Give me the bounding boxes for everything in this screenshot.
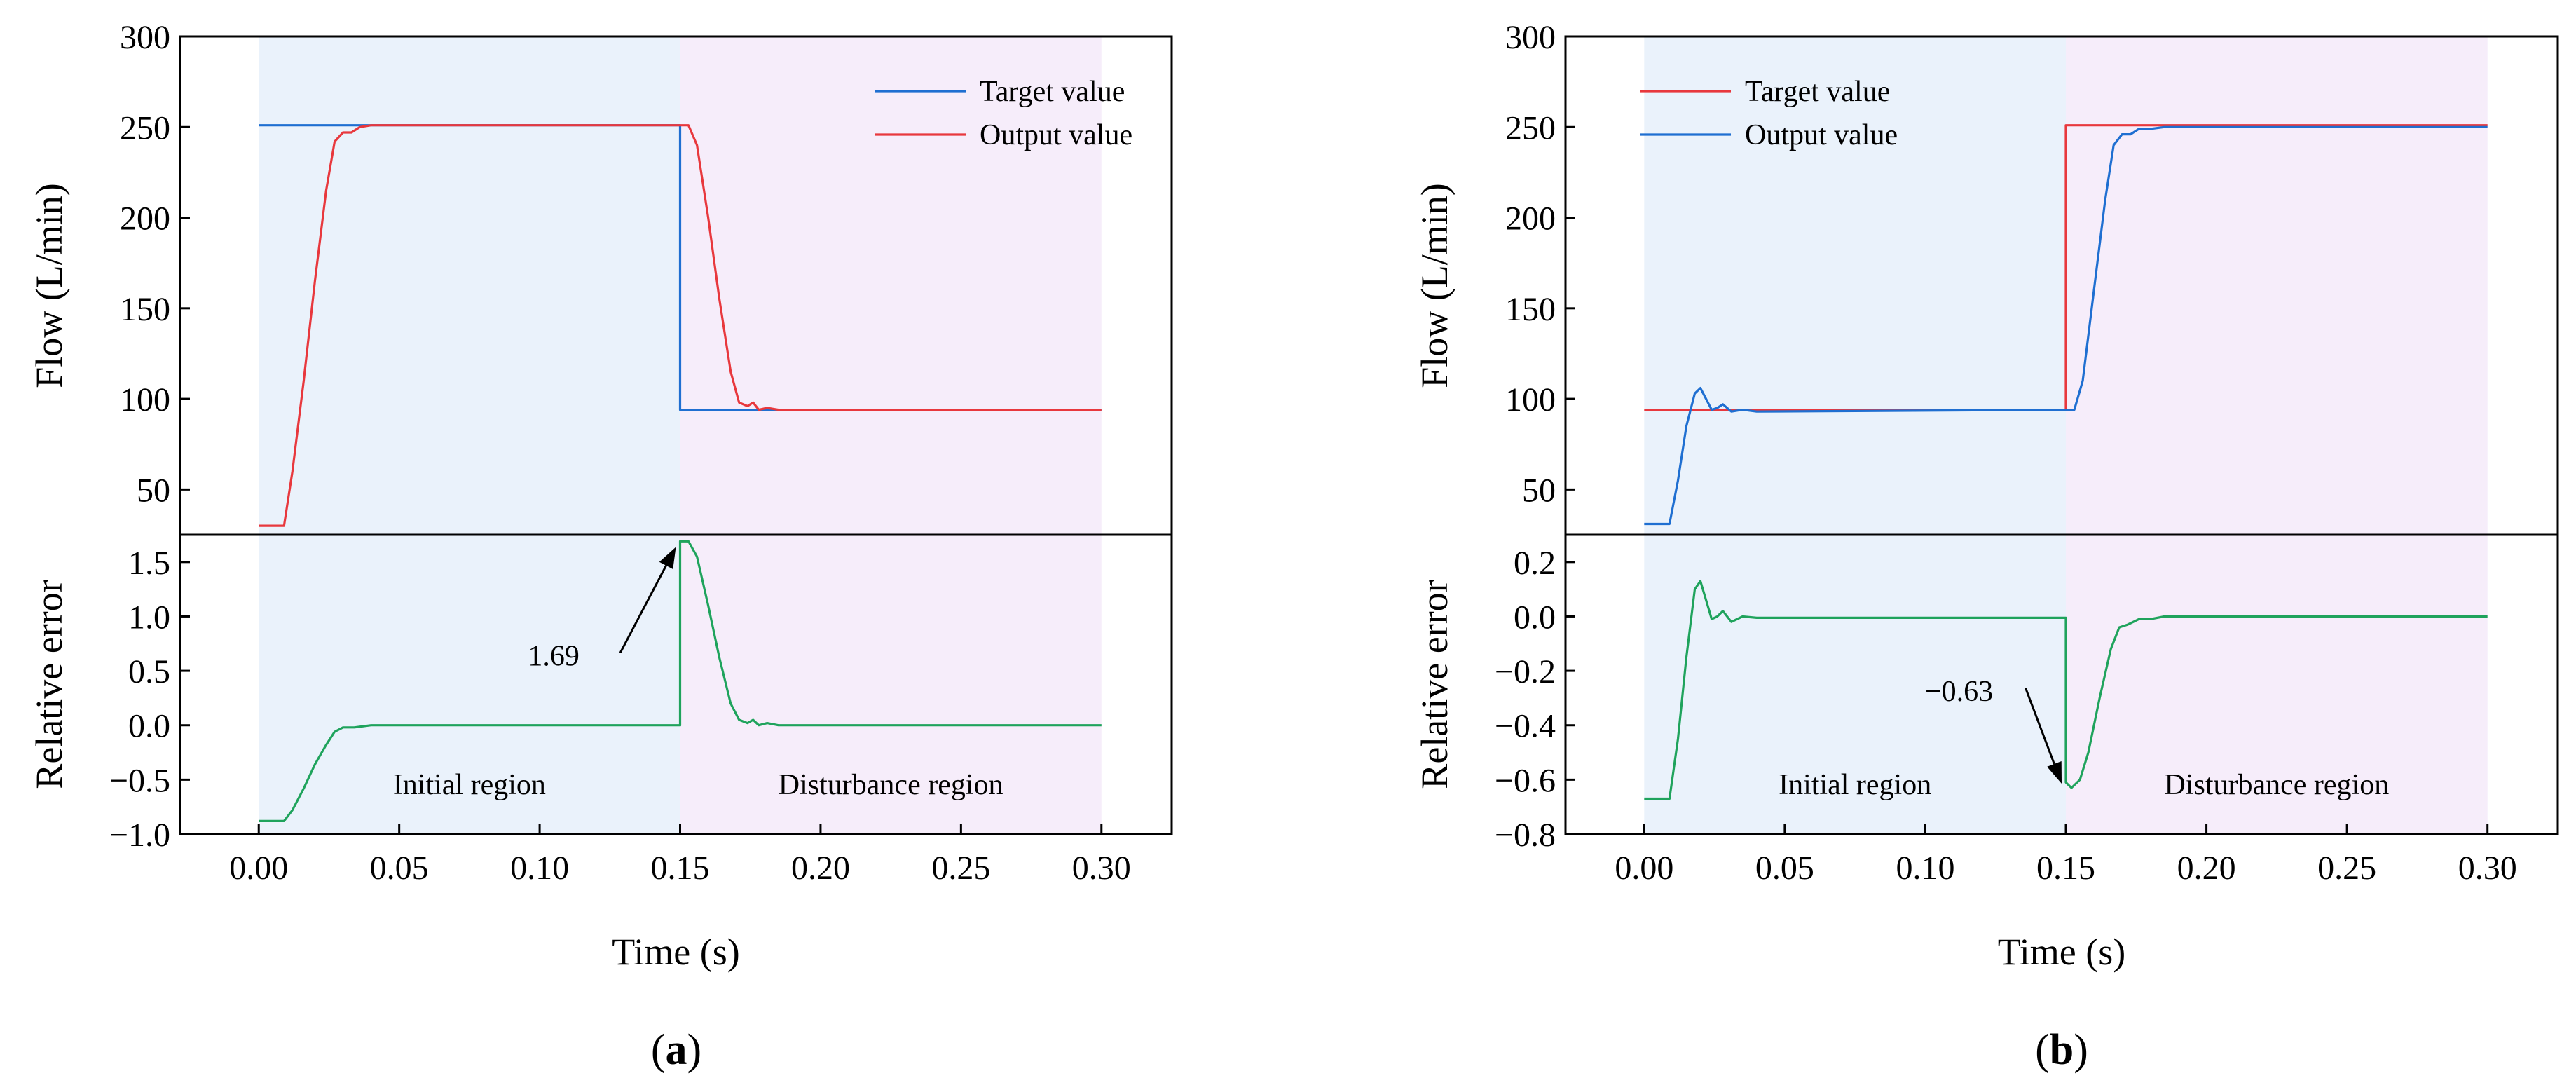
- caption-a: (a): [651, 1026, 701, 1074]
- annotation-arrow-line: [619, 565, 667, 654]
- top-y-tick-label: 300: [120, 19, 170, 56]
- bottom-y-tick-label: 1.0: [128, 599, 170, 636]
- bottom-plot-frame: [1564, 533, 2559, 835]
- x-tick-label: 0.15: [651, 850, 710, 887]
- x-tick-label: 0.30: [1072, 850, 1131, 887]
- annotation-label: −0.63: [1925, 676, 1993, 708]
- top-y-tick-label: 150: [120, 291, 170, 328]
- x-tick-label: 0.20: [791, 850, 850, 887]
- top-y-tick-label: 200: [1505, 200, 1556, 238]
- x-tick-label: 0.25: [931, 850, 990, 887]
- bottom-y-axis-label: Relative error: [1413, 580, 1455, 789]
- top-series-output-value: [259, 124, 1102, 527]
- annotation-arrow-line: [2025, 688, 2055, 765]
- legend-label: Output value: [980, 119, 1132, 151]
- bottom-y-tick-label: 1.5: [128, 545, 170, 582]
- x-tick-label: 0.10: [1896, 850, 1954, 887]
- bottom-region-bg-0: [259, 535, 680, 834]
- annotation-label: 1.69: [528, 640, 580, 672]
- top-y-tick-label: 200: [120, 200, 170, 238]
- bottom-y-tick-label: −0.8: [1495, 817, 1556, 854]
- top-y-tick-label: 150: [1505, 291, 1556, 328]
- top-series-output-value: [1644, 125, 2488, 526]
- bottom-y-axis-label: Relative error: [28, 580, 70, 789]
- bottom-y-tick-label: 0.0: [128, 708, 170, 745]
- bottom-y-tick-label: 0.5: [128, 653, 170, 690]
- top-region-bg-0: [259, 36, 680, 535]
- top-y-tick-label: 300: [1505, 19, 1556, 56]
- bottom-y-tick-label: −0.4: [1495, 708, 1556, 745]
- annotation-arrow-head: [659, 547, 676, 569]
- top-y-tick-label: 250: [120, 109, 170, 146]
- top-y-axis-label: Flow (L/min): [28, 183, 70, 388]
- disturbance-region-label: Disturbance region: [2164, 769, 2389, 801]
- initial-region-label: Initial region: [1779, 769, 1931, 801]
- initial-region-label: Initial region: [393, 769, 546, 801]
- x-tick-label: 0.20: [2177, 850, 2236, 887]
- bottom-y-tick-label: −0.2: [1495, 653, 1556, 690]
- top-y-tick-label: 100: [120, 381, 170, 418]
- x-tick-label: 0.05: [1755, 850, 1814, 887]
- x-tick-label: 0.00: [229, 850, 288, 887]
- bottom-series-relative-error: [259, 540, 1102, 822]
- top-series-target-value: [1644, 124, 2488, 411]
- legend-label: Output value: [1745, 119, 1898, 151]
- x-axis-label: Time (s): [1998, 931, 2126, 973]
- disturbance-region-label: Disturbance region: [779, 769, 1003, 801]
- top-region-bg-1: [680, 36, 1102, 535]
- top-y-tick-label: 50: [1522, 472, 1556, 509]
- x-tick-label: 0.00: [1615, 850, 1673, 887]
- x-tick-label: 0.25: [2317, 850, 2376, 887]
- bottom-plot-frame: [179, 533, 1173, 835]
- top-y-tick-label: 250: [1505, 109, 1556, 146]
- legend-label: Target value: [1745, 76, 1890, 108]
- bottom-region-bg-1: [2066, 535, 2488, 834]
- top-region-bg-0: [1644, 36, 2067, 535]
- bottom-y-tick-label: −0.5: [109, 762, 170, 799]
- caption-b: (b): [2035, 1026, 2088, 1074]
- panel-a: 50 100 150 200 250 300 Flow (L/min) −1.0 −0.5 0.0…: [28, 19, 1173, 973]
- x-tick-label: 0.30: [2458, 850, 2517, 887]
- panel-b: 50 100 150 200 250 300 Flow (L/min) −0.8 −0.6 −0.…: [1413, 19, 2559, 973]
- top-y-tick-label: 100: [1505, 381, 1556, 418]
- x-tick-label: 0.05: [370, 850, 429, 887]
- x-tick-label: 0.10: [510, 850, 569, 887]
- bottom-y-tick-label: −1.0: [109, 817, 170, 854]
- bottom-region-bg-0: [1644, 535, 2067, 834]
- bottom-series-relative-error: [1644, 580, 2488, 800]
- top-region-bg-1: [2066, 36, 2488, 535]
- legend-label: Target value: [980, 76, 1125, 108]
- bottom-y-tick-label: 0.2: [1514, 545, 1556, 582]
- top-y-axis-label: Flow (L/min): [1413, 183, 1455, 388]
- bottom-region-bg-1: [680, 535, 1102, 834]
- x-axis-label: Time (s): [612, 931, 740, 973]
- bottom-y-tick-label: −0.6: [1495, 762, 1556, 799]
- x-tick-label: 0.15: [2036, 850, 2095, 887]
- top-y-tick-label: 50: [137, 472, 170, 509]
- bottom-y-tick-label: 0.0: [1514, 599, 1556, 636]
- annotation-arrow-head: [2047, 761, 2062, 784]
